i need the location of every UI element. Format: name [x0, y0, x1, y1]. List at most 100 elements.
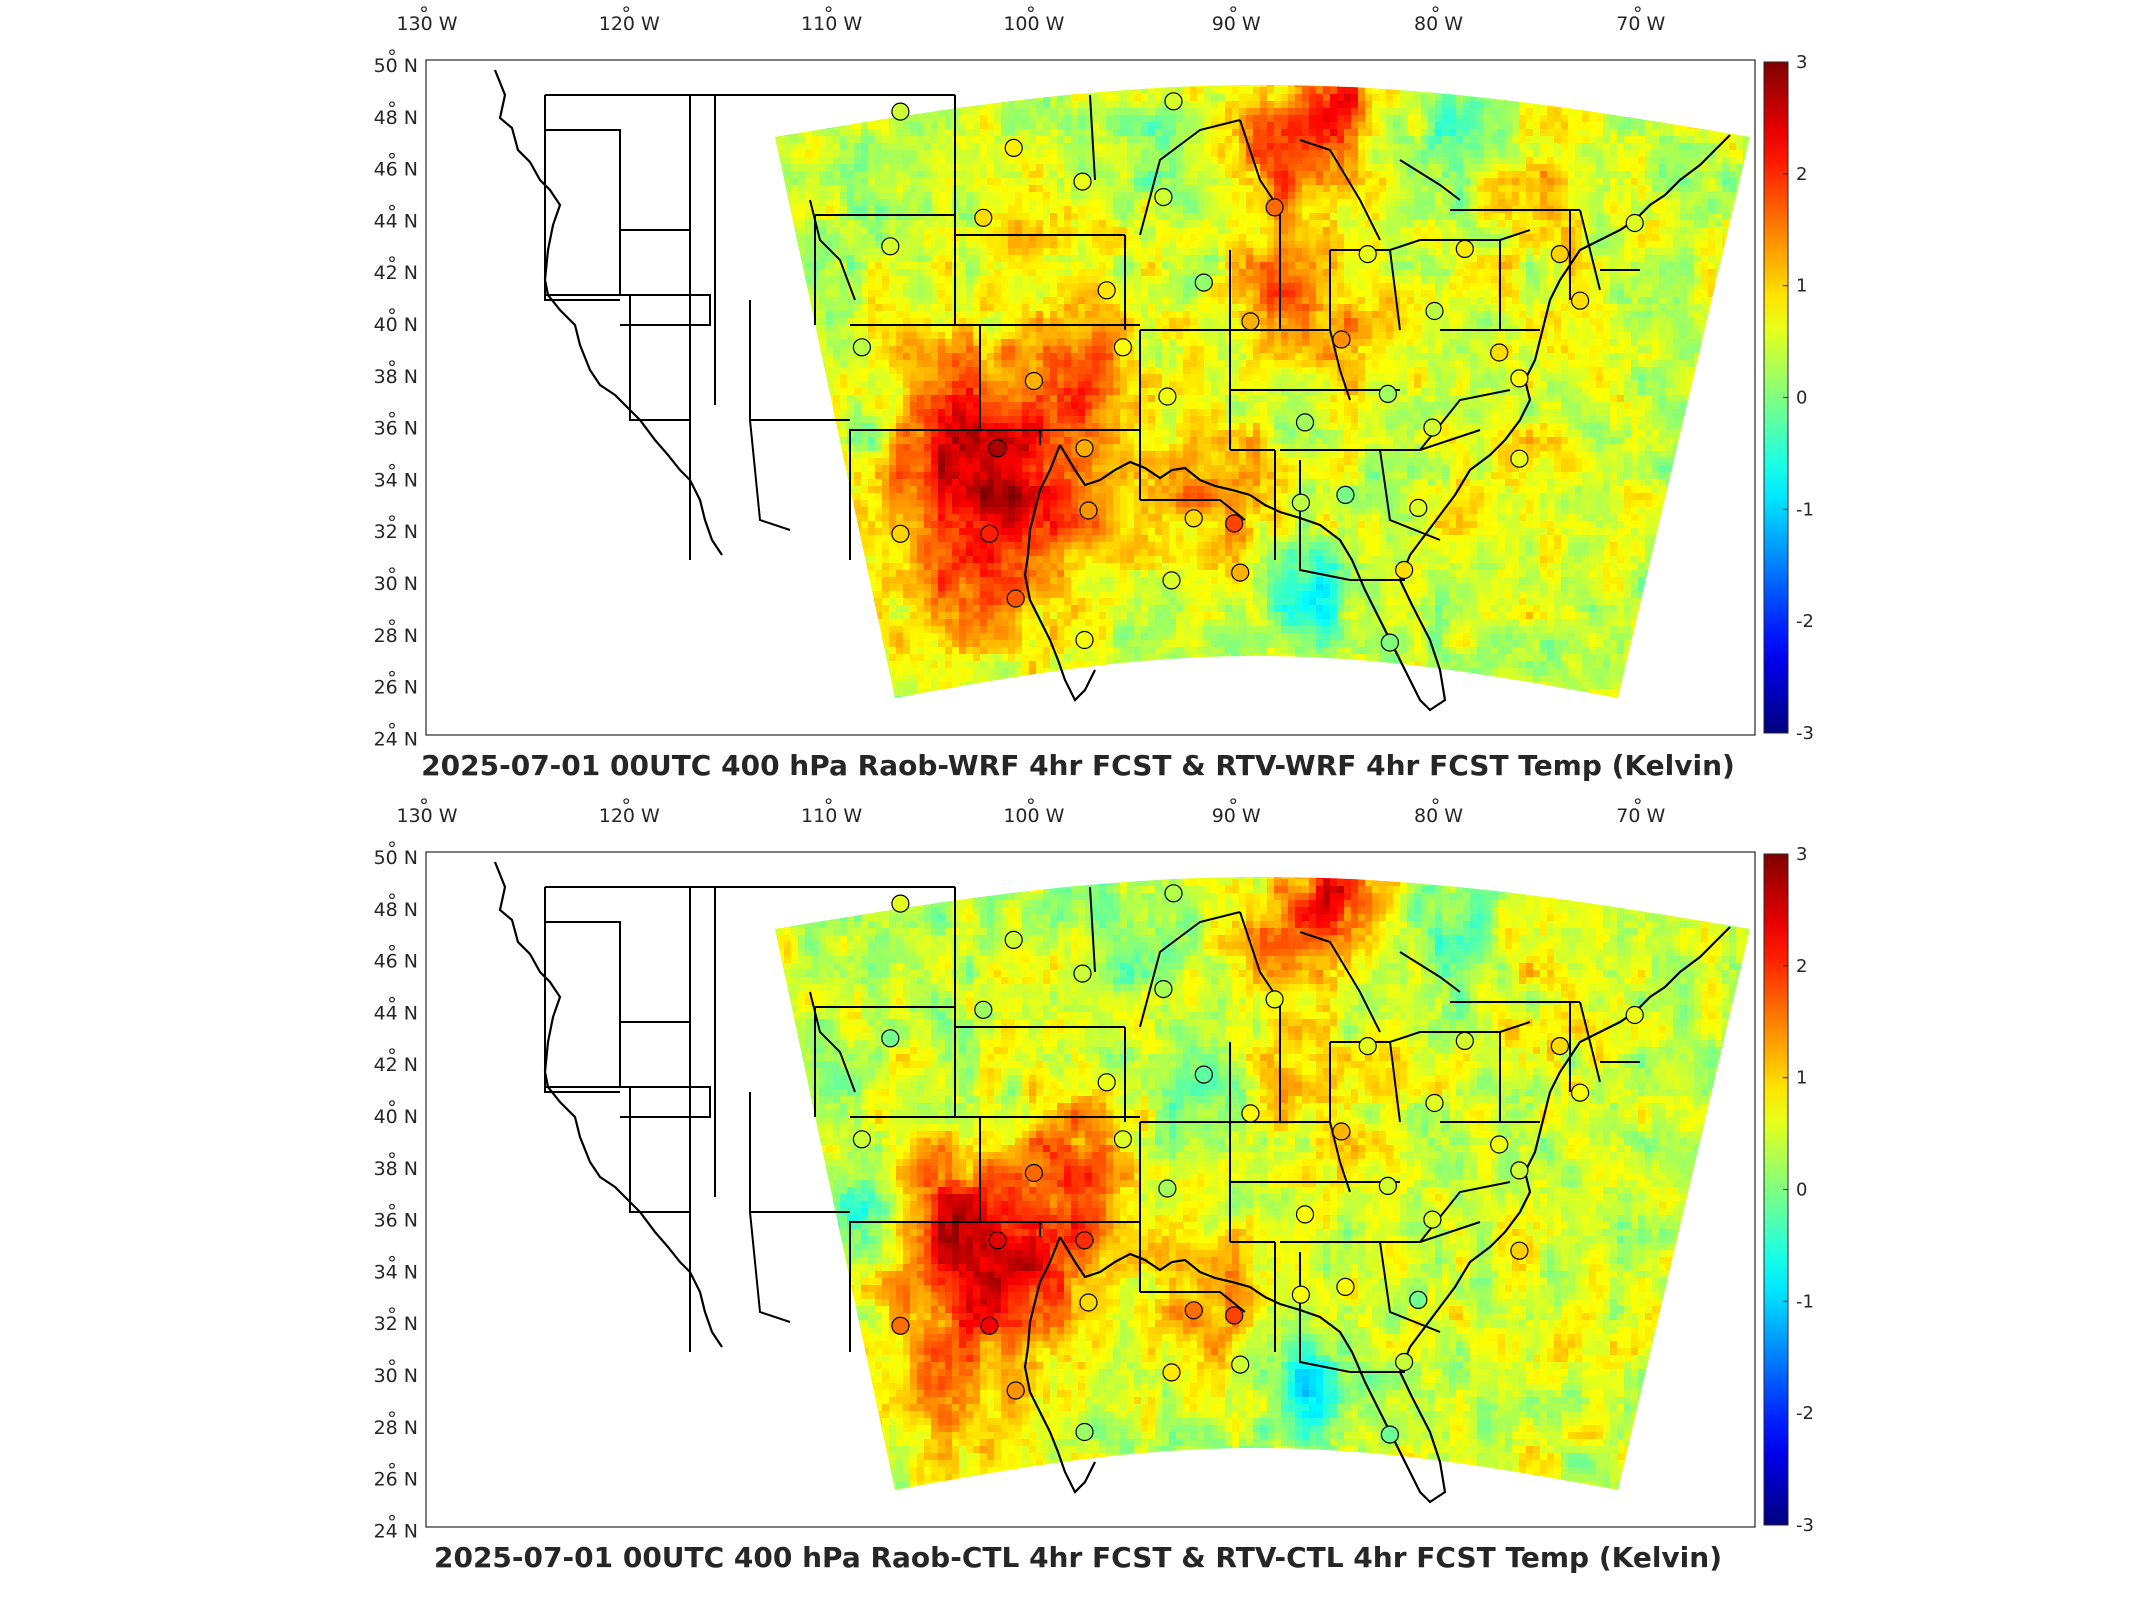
- station-marker: [1625, 213, 1644, 233]
- station-marker: [1394, 1352, 1414, 1372]
- panel-top: 130 W ° 120 W ° 110 W ° 100 W ° 90 W ° 80 W ° 70 W ° 5…: [374, 3, 1814, 782]
- station-marker: [1510, 449, 1529, 468]
- station-marker: [1024, 1163, 1044, 1183]
- station-marker: [1079, 1293, 1098, 1312]
- temperature-field: [775, 85, 1750, 698]
- station-marker: [1004, 930, 1023, 949]
- degree-symbol: °: [387, 98, 397, 120]
- lat-tick-label: 48 N: [374, 107, 418, 129]
- station-marker: [1194, 273, 1213, 292]
- station-marker: [1164, 92, 1183, 111]
- station-marker: [1380, 633, 1400, 652]
- station-marker: [1295, 413, 1315, 432]
- station-marker: [1295, 1205, 1315, 1224]
- station-marker: [1510, 1161, 1529, 1180]
- station-marker: [1378, 1176, 1398, 1195]
- lat-tick-label: 38 N: [374, 1158, 418, 1180]
- degree-symbol: °: [1228, 795, 1238, 817]
- station-marker: [1336, 485, 1355, 504]
- station-marker: [1113, 1130, 1133, 1149]
- lat-tick-label: 46 N: [374, 951, 418, 973]
- degree-symbol: °: [1026, 795, 1036, 817]
- colorbar-tick-label: 0: [1796, 388, 1807, 409]
- raob-stations: [852, 92, 1644, 652]
- lat-tick-label: 24 N: [374, 1520, 418, 1542]
- station-marker: [1378, 384, 1398, 403]
- station-marker: [852, 1130, 872, 1149]
- degree-symbol: °: [1026, 3, 1036, 25]
- station-marker: [988, 439, 1007, 458]
- lon-tick-label: 90 W: [1212, 13, 1261, 35]
- lat-tick-label: 26 N: [374, 1469, 418, 1491]
- lon-tick-label: 130 W: [396, 805, 457, 827]
- lon-tick-label: 100 W: [1003, 13, 1064, 35]
- degree-symbol: °: [1431, 3, 1441, 25]
- lat-tick-label: 44 N: [374, 1002, 418, 1024]
- degree-symbol: °: [387, 564, 397, 586]
- station-marker: [1231, 563, 1250, 582]
- panel-title: 2025-07-01 00UTC 400 hPa Raob-CTL 4hr FC…: [434, 1541, 1722, 1574]
- degree-symbol: °: [622, 795, 632, 817]
- state-boundaries: [493, 861, 1731, 1504]
- lat-tick-label: 26 N: [374, 677, 418, 699]
- lon-tick-label: 80 W: [1414, 13, 1463, 35]
- lat-tick-label: 34 N: [374, 469, 418, 491]
- station-marker: [1024, 371, 1044, 391]
- station-marker: [974, 1000, 993, 1019]
- lat-tick-label: 42 N: [374, 262, 418, 284]
- station-marker: [980, 524, 999, 543]
- station-marker: [1510, 1241, 1529, 1260]
- lat-tick-label: 46 N: [374, 159, 418, 181]
- station-marker: [891, 102, 910, 121]
- lon-tick-label: 110 W: [801, 13, 862, 35]
- station-marker: [1154, 980, 1173, 999]
- lat-tick-label: 28 N: [374, 1417, 418, 1439]
- colorbar-tick-label: -2: [1796, 611, 1814, 632]
- degree-symbol: °: [387, 616, 397, 638]
- station-marker: [1097, 1073, 1116, 1092]
- colorbar-tick-label: -1: [1796, 499, 1814, 520]
- degree-symbol: °: [419, 3, 429, 25]
- station-marker: [1158, 387, 1177, 406]
- degree-symbol: °: [387, 719, 397, 741]
- station-marker: [1570, 1083, 1590, 1102]
- degree-symbol: °: [387, 253, 397, 275]
- station-marker: [1158, 1179, 1177, 1198]
- station-marker: [1184, 1301, 1203, 1320]
- station-marker: [1194, 1065, 1213, 1084]
- lat-tick-label: 38 N: [374, 366, 418, 388]
- station-marker: [852, 338, 872, 357]
- station-marker: [988, 1231, 1007, 1250]
- lon-tick-label: 80 W: [1414, 805, 1463, 827]
- degree-symbol: °: [387, 993, 397, 1015]
- degree-symbol: °: [387, 838, 397, 860]
- lat-tick-label: 44 N: [374, 210, 418, 232]
- lat-tick-label: 48 N: [374, 899, 418, 921]
- degree-symbol: °: [622, 3, 632, 25]
- colorbar-tick-label: -3: [1796, 1515, 1814, 1536]
- lat-tick-label: 28 N: [374, 625, 418, 647]
- station-marker: [1241, 1104, 1260, 1123]
- station-marker: [1075, 630, 1094, 650]
- lat-tick-label: 34 N: [374, 1261, 418, 1283]
- station-marker: [1425, 1093, 1444, 1113]
- station-marker: [891, 894, 910, 913]
- degree-symbol: °: [1431, 795, 1441, 817]
- station-marker: [891, 524, 910, 543]
- station-marker: [1409, 498, 1428, 517]
- degree-symbol: °: [387, 1356, 397, 1378]
- degree-symbol: °: [387, 1511, 397, 1533]
- station-marker: [1265, 990, 1284, 1009]
- station-marker: [1332, 330, 1351, 349]
- degree-symbol: °: [387, 1304, 397, 1326]
- station-marker: [1490, 1135, 1509, 1154]
- station-marker: [1358, 245, 1377, 264]
- lon-tick-label: 130 W: [396, 13, 457, 35]
- station-marker: [1225, 514, 1244, 533]
- lon-tick-label: 120 W: [599, 13, 660, 35]
- degree-symbol: °: [387, 890, 397, 912]
- station-marker: [1380, 1425, 1400, 1444]
- degree-symbol: °: [387, 46, 397, 68]
- degree-symbol: °: [419, 795, 429, 817]
- station-marker: [881, 237, 900, 256]
